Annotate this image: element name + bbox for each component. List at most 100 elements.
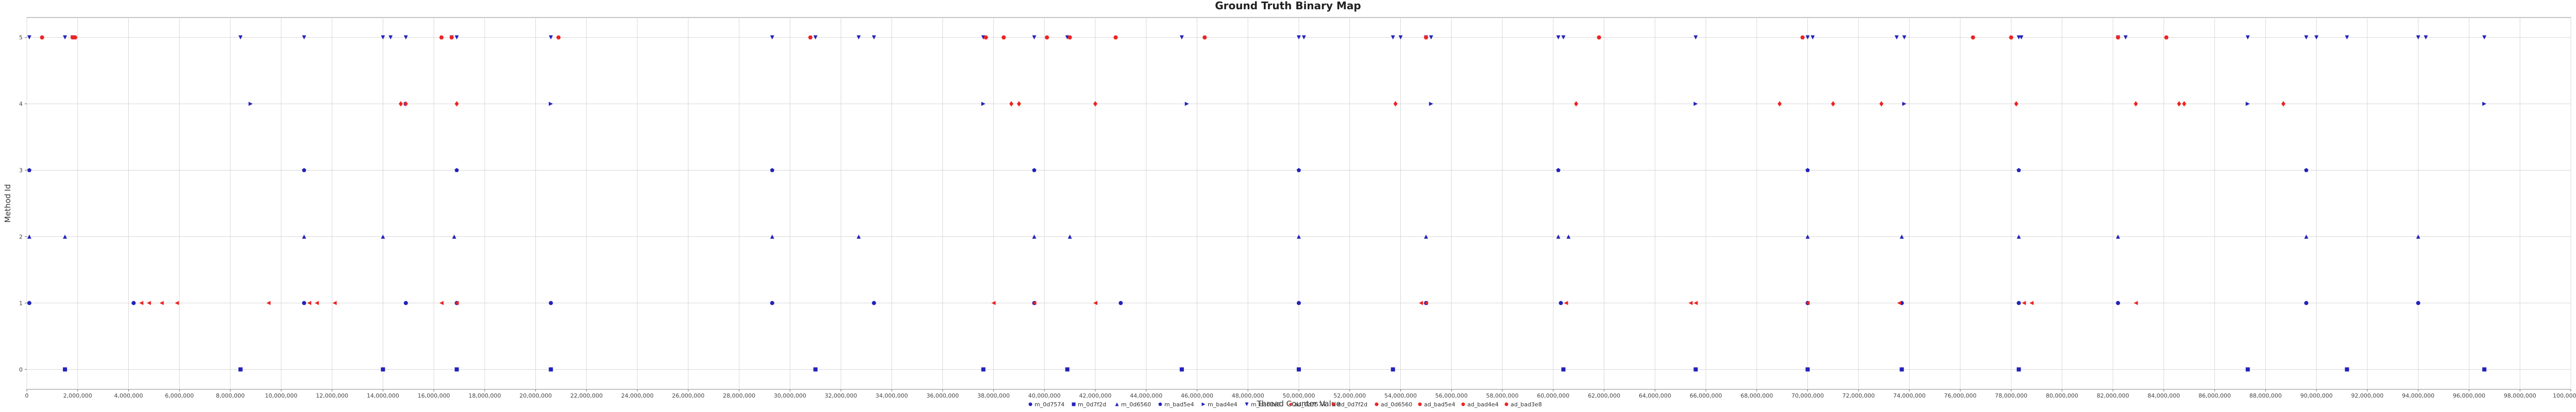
series-m_0d7f2d: [63, 367, 2487, 372]
data-point: [307, 301, 312, 305]
series-ad_0d6560: [40, 35, 2169, 40]
data-points: [27, 35, 2487, 372]
data-point: [131, 301, 136, 305]
x-tick-label: 76,000,000: [1944, 392, 1976, 399]
data-point: [1556, 168, 1561, 173]
legend-marker: [1288, 402, 1292, 406]
data-point: [2345, 367, 2349, 372]
data-point: [1296, 168, 1301, 173]
data-point: [1093, 301, 1097, 305]
x-tick-label: 36,000,000: [926, 392, 959, 399]
legend-entry: ad_0d6560: [1381, 401, 1412, 408]
y-tick-label: 0: [19, 366, 23, 373]
data-point: [1566, 234, 1571, 239]
data-point: [770, 35, 774, 40]
x-tick-label: 50,000,000: [1283, 392, 1315, 399]
data-point: [1805, 301, 1810, 305]
legend-marker: [1504, 402, 1509, 406]
data-point: [238, 35, 243, 40]
data-point: [1297, 35, 1301, 40]
data-point: [381, 35, 385, 40]
data-point: [1805, 367, 1810, 372]
x-tick-label: 18,000,000: [468, 392, 501, 399]
x-tick-label: 16,000,000: [418, 392, 450, 399]
data-point: [302, 35, 307, 40]
legend-entry: m_0d7574: [1035, 401, 1064, 408]
data-point: [1016, 101, 1021, 107]
data-point: [1693, 35, 1698, 40]
x-axis-label: Thread Counter Value: [1256, 399, 1341, 408]
data-point: [1831, 101, 1835, 107]
series-m_bad4e4: [248, 101, 2487, 106]
x-tick-label: 24,000,000: [621, 392, 654, 399]
data-point: [1393, 101, 1398, 107]
data-point: [872, 35, 876, 40]
data-point: [248, 101, 253, 106]
legend-marker: [1115, 402, 1119, 406]
data-point: [1297, 301, 1301, 305]
data-point: [388, 35, 393, 40]
data-point: [2133, 101, 2138, 107]
data-point: [2424, 35, 2428, 40]
x-tick-label: 12,000,000: [316, 392, 348, 399]
data-point: [2016, 234, 2021, 239]
x-tick-label: 74,000,000: [1893, 392, 1926, 399]
data-point: [2304, 234, 2309, 239]
data-point: [314, 301, 319, 305]
data-point: [556, 35, 561, 40]
legend-marker: [1245, 402, 1249, 406]
data-point: [813, 35, 818, 40]
data-point: [856, 234, 861, 239]
data-point: [1032, 301, 1037, 305]
data-point: [1009, 101, 1014, 107]
x-tick-label: 100,000,000: [2553, 392, 2576, 399]
data-point: [2133, 301, 2138, 305]
data-point: [403, 35, 408, 40]
data-point: [2029, 301, 2034, 305]
data-point: [454, 35, 459, 40]
data-point: [63, 367, 67, 372]
data-point: [2416, 234, 2420, 239]
data-point: [2304, 168, 2309, 173]
x-tick-label: 56,000,000: [1435, 392, 1468, 399]
legend-entry: m_0d6560: [1121, 401, 1151, 408]
data-point: [2482, 101, 2487, 106]
data-point: [2304, 35, 2309, 40]
y-tick-label: 2: [19, 233, 23, 240]
data-point: [381, 234, 385, 239]
x-tick-label: 30,000,000: [774, 392, 806, 399]
x-tick-label: 66,000,000: [1690, 392, 1722, 399]
legend-marker: [1461, 402, 1465, 406]
data-point: [1900, 367, 1904, 372]
data-point: [452, 234, 456, 239]
y-tick-label: 1: [19, 300, 23, 306]
data-point: [2022, 301, 2026, 305]
legend-marker: [1375, 402, 1379, 406]
data-point: [1971, 35, 1975, 40]
data-point: [549, 301, 553, 305]
data-point: [1093, 101, 1097, 107]
legend-entry: ad_bad5e4: [1424, 401, 1455, 408]
data-point: [1902, 35, 1907, 40]
data-point: [449, 35, 454, 40]
data-point: [2016, 367, 2021, 372]
data-point: [2304, 301, 2309, 305]
x-tick-label: 6,000,000: [165, 392, 194, 399]
data-point: [1561, 35, 1566, 40]
data-point: [1574, 101, 1579, 107]
data-point: [302, 234, 307, 239]
data-point: [549, 367, 553, 372]
data-point: [981, 367, 986, 372]
data-point: [2014, 101, 2019, 107]
x-tick-label: 60,000,000: [1537, 392, 1569, 399]
legend-marker: [1028, 402, 1032, 406]
legend-entry: m_bad4e4: [1208, 401, 1238, 408]
data-point: [2245, 101, 2250, 106]
x-tick-label: 62,000,000: [1588, 392, 1620, 399]
data-point: [991, 301, 996, 305]
x-tick-label: 42,000,000: [1079, 392, 1111, 399]
data-point: [27, 168, 32, 173]
data-point: [2482, 35, 2487, 40]
data-point: [27, 234, 31, 239]
x-tick-label: 92,000,000: [2351, 392, 2383, 399]
